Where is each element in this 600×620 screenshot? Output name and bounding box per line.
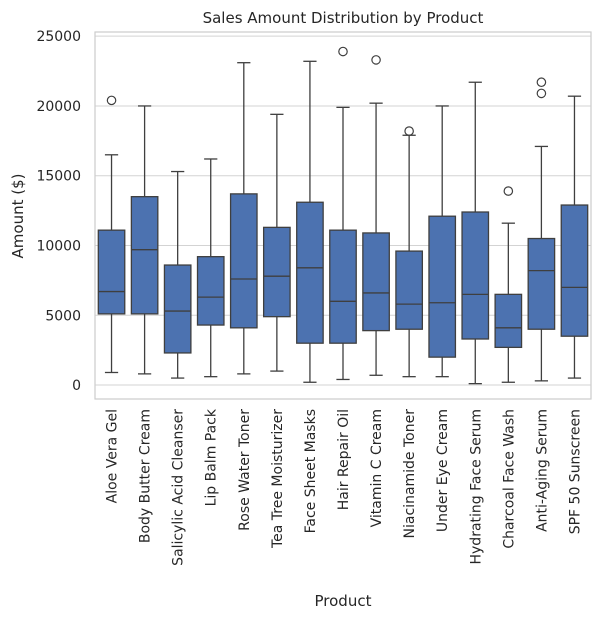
box-11	[461, 81, 490, 385]
outlier-point	[536, 88, 547, 99]
boxes	[97, 46, 589, 385]
x-tick-label: Body Butter Cream	[138, 409, 154, 543]
x-tick-label: Hydrating Face Serum	[468, 409, 484, 565]
x-tick-label: Charcoal Face Wash	[501, 409, 517, 549]
iqr-box	[461, 211, 490, 340]
plot-frame	[94, 31, 592, 400]
box-9	[395, 126, 424, 378]
outlier-point	[503, 186, 514, 196]
y-tick-label: 10000	[36, 239, 81, 255]
outlier-point	[404, 126, 414, 136]
box-13	[527, 77, 556, 382]
x-tick-label: Salicylic Acid Cleanser	[171, 409, 187, 566]
iqr-box	[296, 201, 324, 344]
y-tick-labels: 0 5000 10000 15000 20000 25000	[36, 29, 81, 394]
iqr-box	[196, 256, 225, 326]
x-axis-label: Product	[315, 592, 372, 610]
box-10	[428, 105, 457, 378]
box-0	[97, 95, 126, 374]
box-5	[262, 113, 291, 372]
x-tick-labels: Aloe Vera Gel Body Butter Cream Salicylic …	[105, 408, 584, 566]
box-1	[130, 105, 159, 375]
y-tick-label: 15000	[36, 169, 81, 185]
chart-title: Sales Amount Distribution by Product	[203, 9, 484, 27]
box-3	[196, 158, 225, 378]
y-tick-label: 5000	[45, 308, 81, 324]
iqr-box	[494, 293, 523, 349]
box-12	[494, 186, 523, 383]
y-tick-label: 0	[72, 378, 81, 394]
x-tick-label: Niacinamide Toner	[402, 409, 418, 539]
box-14	[560, 95, 589, 379]
iqr-box	[428, 215, 457, 358]
iqr-box	[229, 193, 258, 329]
y-tick-label: 20000	[36, 99, 81, 115]
outlier-point	[338, 46, 348, 57]
box-7	[329, 46, 357, 381]
x-tick-label: Hair Repair Oil	[336, 409, 352, 510]
x-tick-label: Vitamin C Cream	[369, 409, 385, 527]
x-tick-label: SPF 50 Sunscreen	[567, 409, 583, 534]
iqr-box	[130, 196, 159, 315]
iqr-box	[329, 229, 357, 344]
outlier-point	[536, 77, 547, 88]
x-tick-label: Aloe Vera Gel	[105, 409, 121, 503]
iqr-box	[527, 237, 556, 330]
iqr-box	[395, 250, 424, 330]
y-axis-label: Amount ($)	[9, 174, 27, 259]
iqr-box	[560, 204, 589, 337]
outlier-point	[106, 95, 117, 106]
y-tick-label: 25000	[36, 29, 81, 45]
x-tick-label: Anti-Aging Serum	[534, 409, 550, 532]
box-6	[296, 60, 324, 383]
x-tick-label: Tea Tree Moisturizer	[270, 409, 286, 549]
iqr-box	[97, 229, 126, 315]
iqr-box	[362, 232, 390, 332]
x-tick-label: Lip Balm Pack	[204, 408, 220, 506]
box-4	[229, 62, 258, 375]
box-8	[362, 55, 390, 376]
x-tick-label: Rose Water Toner	[237, 409, 253, 531]
iqr-box	[262, 226, 291, 318]
box-2	[163, 170, 192, 379]
outlier-point	[371, 55, 381, 65]
x-tick-label: Under Eye Cream	[435, 409, 451, 532]
x-tick-label: Face Sheet Masks	[303, 409, 319, 533]
iqr-box	[163, 264, 192, 354]
